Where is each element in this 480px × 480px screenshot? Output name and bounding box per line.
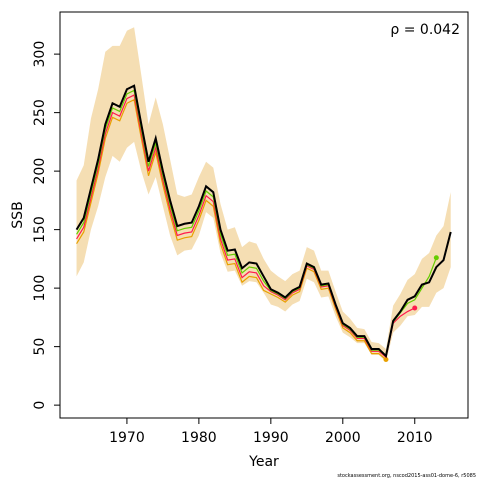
y-tick-label: 100	[32, 275, 48, 302]
annotation: ρ = 0.042	[390, 22, 460, 38]
y-tick-label: 150	[32, 216, 48, 243]
series-line	[76, 98, 387, 360]
peel-end-point	[383, 356, 389, 362]
y-tick-label: 300	[32, 41, 48, 68]
y-tick-label: 200	[32, 158, 48, 185]
y-tick-label: 50	[32, 338, 48, 356]
x-tick-label: 1990	[253, 430, 289, 446]
peel-end-point	[412, 305, 418, 311]
series-line	[76, 94, 416, 359]
y-tick-label: 250	[32, 99, 48, 126]
peel-end-point	[433, 255, 439, 261]
x-tick-label: 1980	[181, 430, 217, 446]
series-line	[75, 84, 452, 358]
x-tick-label: 2000	[325, 430, 361, 446]
x-axis-label: Year	[248, 454, 279, 470]
y-axis-label: SSB	[10, 201, 26, 228]
plot-frame	[59, 11, 469, 419]
confidence-band	[76, 27, 451, 362]
x-tick-label: 1970	[109, 430, 145, 446]
y-tick-label: 0	[32, 401, 48, 410]
x-tick-label: 2010	[397, 430, 433, 446]
footnote: stockassessment.org, nscod2015-ass01-dom…	[337, 473, 476, 479]
